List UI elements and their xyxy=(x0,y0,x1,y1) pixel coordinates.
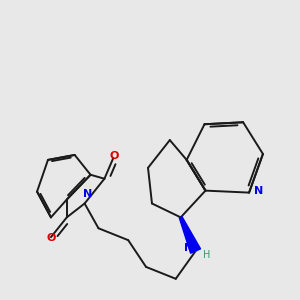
Text: N: N xyxy=(184,243,193,253)
Text: O: O xyxy=(110,151,119,161)
Text: O: O xyxy=(46,233,56,243)
Text: H: H xyxy=(203,250,210,260)
Polygon shape xyxy=(179,217,201,253)
Text: N: N xyxy=(83,189,92,199)
Text: N: N xyxy=(254,186,264,196)
